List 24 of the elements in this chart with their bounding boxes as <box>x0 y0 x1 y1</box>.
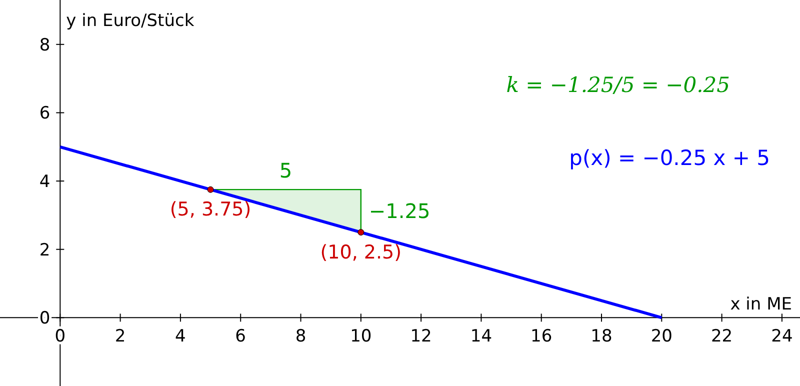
text: p(x) = −0.25 x + 5 <box>569 146 770 170</box>
x-tick-label: 18 <box>590 326 612 347</box>
y-axis-title: y in Euro/Stück <box>66 11 194 31</box>
x-tick-label: 6 <box>235 326 246 347</box>
x-tick-label: 10 <box>350 326 372 347</box>
x-tick-label: 4 <box>175 326 186 347</box>
x-axis-title: x in ME <box>730 294 792 315</box>
y-tick-label: 4 <box>39 172 50 192</box>
y-tick-label: 8 <box>39 35 50 56</box>
x-tick-label: 20 <box>650 326 672 347</box>
x-tick-label: 16 <box>530 326 552 347</box>
x-tick-label: 24 <box>771 326 793 347</box>
annotation: 5 <box>279 158 292 183</box>
x-tick-label: 8 <box>295 326 306 347</box>
x-tick-label: 2 <box>114 326 126 347</box>
y-tick-label: 2 <box>39 240 50 260</box>
annotation: k = −1.25/5 = −0.25 <box>506 73 730 97</box>
annotation: −1.25 <box>368 198 430 223</box>
data-label: (5, 3.75) <box>170 198 252 221</box>
x-tick-label: 22 <box>710 326 733 347</box>
x-tick-label: 14 <box>470 326 492 347</box>
data-label: (10, 2.5) <box>320 241 402 264</box>
y-tick-label: 6 <box>39 104 50 124</box>
x-tick-label: 12 <box>410 326 432 347</box>
